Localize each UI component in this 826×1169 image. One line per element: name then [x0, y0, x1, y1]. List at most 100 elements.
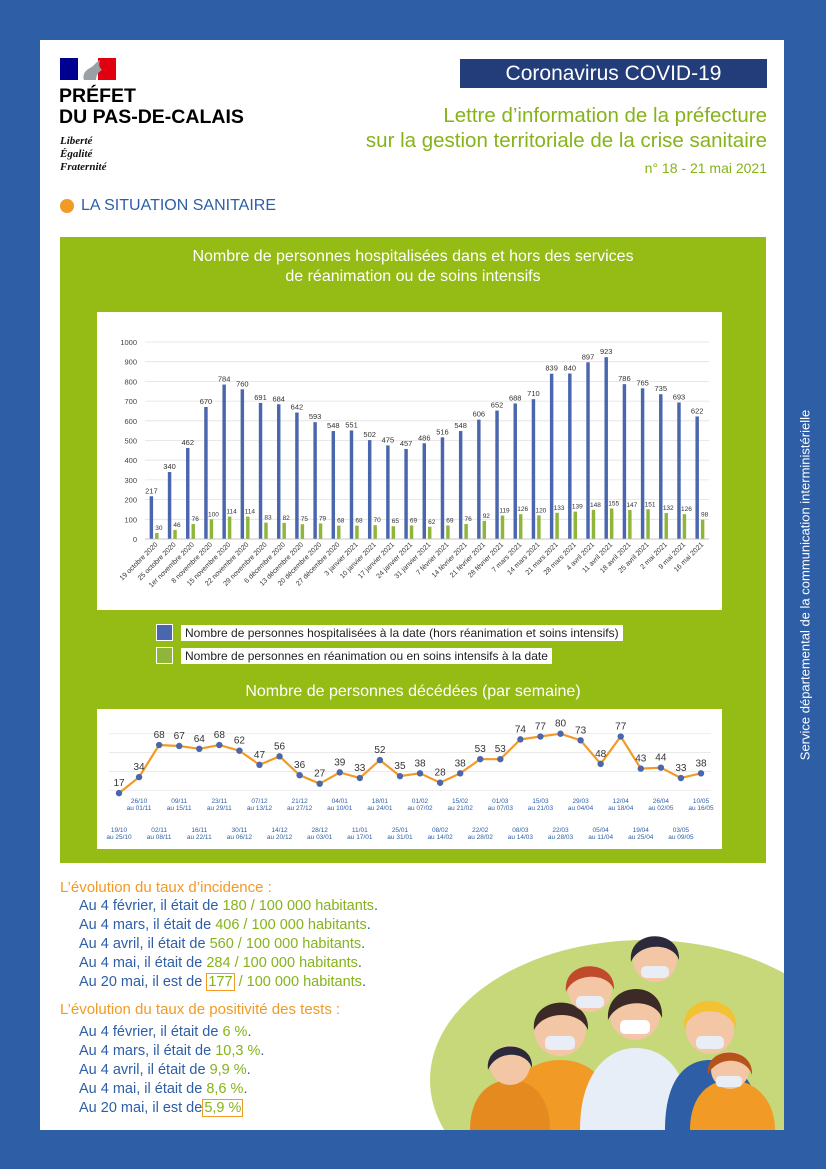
- deaths-value-label: 67: [174, 731, 186, 742]
- bar-hospital: [677, 402, 681, 539]
- x-tick-label: 05/04: [593, 827, 610, 834]
- bar-value-label: 486: [418, 433, 431, 442]
- y-tick-label: 600: [124, 417, 137, 426]
- x-tick-label: 25/01: [392, 827, 409, 834]
- deaths-point: [677, 774, 685, 782]
- deaths-value-label: 38: [695, 758, 707, 769]
- deaths-point: [316, 780, 323, 787]
- x-tick-label: au 07/03: [488, 805, 514, 812]
- x-tick-label: 02/11: [151, 827, 167, 834]
- x-tick-label: 19/04: [633, 827, 650, 834]
- legend-hospital: Nombre de personnes hospitalisées à la d…: [156, 624, 623, 641]
- deaths-point: [376, 756, 384, 764]
- bar-icu: [337, 525, 341, 539]
- x-tick-label: 19/10: [111, 827, 128, 834]
- bar-value-label: 126: [517, 506, 528, 513]
- deaths-point: [477, 755, 484, 763]
- hospital-bar-chart: 010020030040050060070080090010002173019 …: [119, 338, 709, 589]
- deaths-value-label: 38: [455, 758, 467, 769]
- bar-hospital: [695, 416, 699, 539]
- bar-value-label: 897: [582, 352, 595, 361]
- deaths-point: [115, 789, 123, 797]
- deaths-value-label: 38: [414, 758, 426, 769]
- x-tick-label: au 25/10: [106, 834, 132, 841]
- deaths-point: [497, 755, 504, 763]
- bar-icu: [191, 524, 195, 539]
- bar-value-label: 83: [264, 515, 272, 522]
- x-tick-label: 09/11: [171, 798, 187, 805]
- deaths-value-label: 64: [194, 734, 206, 745]
- bar-hospital: [531, 399, 536, 539]
- bar-icu: [373, 525, 377, 539]
- x-tick-label: au 16/05: [688, 805, 714, 812]
- x-tick-label: 11/01: [352, 827, 368, 834]
- bar-value-label: 132: [663, 505, 674, 512]
- bar-icu: [646, 509, 650, 539]
- covid-banner: Coronavirus COVID-19: [460, 59, 767, 88]
- bar-hospital: [222, 384, 226, 539]
- bar-value-label: 840: [564, 364, 577, 373]
- marianne-flag-logo: [60, 58, 116, 80]
- deaths-point: [456, 770, 464, 777]
- y-tick-label: 500: [124, 437, 137, 446]
- bar-value-label: 551: [345, 420, 358, 429]
- deaths-point: [155, 741, 163, 749]
- bar-icu: [446, 525, 450, 539]
- x-tick-label: au 10/01: [327, 805, 353, 812]
- deaths-value-label: 47: [254, 750, 266, 761]
- section-title: LA SITUATION SANITAIRE: [60, 197, 276, 215]
- bar-value-label: 119: [499, 508, 510, 515]
- bar-value-label: 642: [291, 403, 304, 412]
- deaths-value-label: 53: [495, 744, 507, 755]
- x-tick-label: 21/12: [291, 798, 308, 805]
- x-tick-label: 29/03: [572, 798, 589, 805]
- bar-value-label: 652: [491, 401, 504, 410]
- issue-number: n° 18 - 21 mai 2021: [644, 160, 767, 176]
- x-tick-label: au 07/02: [407, 805, 433, 812]
- x-tick-label: au 21/03: [528, 805, 554, 812]
- x-tick-label: au 03/01: [307, 834, 333, 841]
- bar-value-label: 76: [192, 516, 200, 523]
- bar-value-label: 548: [454, 421, 467, 430]
- bullet-icon: [60, 199, 74, 213]
- bar-hospital: [349, 430, 354, 539]
- bar-hospital: [386, 445, 390, 539]
- legend-swatch-icu: [156, 647, 173, 664]
- x-tick-label: 22/02: [472, 827, 489, 834]
- bar-hospital: [186, 447, 190, 539]
- bar-value-label: 688: [509, 393, 522, 402]
- bar-hospital: [440, 437, 445, 539]
- bar-value-label: 114: [245, 509, 256, 516]
- x-tick-label: 26/10: [131, 798, 148, 805]
- x-tick-label: au 20/12: [267, 834, 293, 841]
- positivity-row: Au 4 mars, il était de 10,3 %.: [79, 1043, 265, 1059]
- deaths-point: [296, 772, 303, 779]
- x-tick-label: au 28/03: [548, 834, 574, 841]
- deaths-point: [597, 760, 604, 768]
- bar-value-label: 691: [254, 393, 267, 402]
- bar-icu: [155, 533, 159, 539]
- prefet-title: PRÉFET DU PAS-DE-CALAIS: [59, 85, 244, 128]
- x-tick-label: au 28/02: [468, 834, 494, 841]
- deaths-chart-area: 17 34 68 67 64 68 62 47 56 36 27 39 33 52 35 38 28 38 53 53…: [97, 709, 722, 849]
- bar-icu: [664, 512, 668, 539]
- y-tick-label: 700: [124, 397, 137, 406]
- deaths-value-label: 62: [234, 736, 246, 747]
- stats-block: L’évolution du taux d’incidence : Au 4 f…: [60, 878, 378, 1118]
- x-tick-label: 30/11: [232, 827, 248, 834]
- bar-value-label: 98: [701, 512, 709, 519]
- x-tick-label: au 22/11: [187, 834, 212, 841]
- deaths-point: [276, 753, 283, 760]
- deaths-point: [396, 772, 404, 780]
- deaths-chart-title: Nombre de personnes décédées (par semain…: [245, 683, 581, 700]
- charts-panel: Nombre de personnes hospitalisées dans e…: [60, 237, 766, 863]
- bar-icu: [555, 512, 559, 539]
- bar-icu: [227, 516, 232, 539]
- positivity-row: Au 4 mai, il était de 8,6 %.: [79, 1081, 248, 1097]
- bar-value-label: 502: [363, 430, 376, 439]
- deaths-point: [436, 779, 444, 786]
- y-tick-label: 400: [124, 456, 137, 465]
- bar-value-label: 786: [618, 374, 631, 383]
- bar-value-label: 151: [645, 501, 656, 508]
- deaths-point: [176, 742, 183, 750]
